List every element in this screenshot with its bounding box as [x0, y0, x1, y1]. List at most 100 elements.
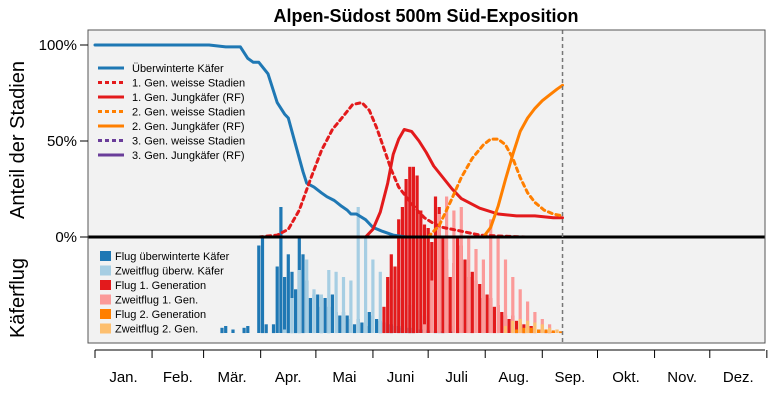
flight-bar-2-11 — [422, 224, 427, 333]
flight-bar-4-4 — [544, 329, 548, 333]
flight-bar-0-28 — [323, 298, 327, 333]
flight-bar-2-10 — [419, 210, 423, 333]
flight-bar-5-0 — [503, 326, 508, 333]
legend-bottom-label-2: Flug 1. Generation — [115, 280, 206, 292]
flight-bar-1-4 — [312, 289, 316, 334]
flight-bar-3-13 — [518, 289, 522, 334]
flight-bar-3-1 — [430, 280, 434, 333]
flight-bar-2-22 — [463, 259, 467, 333]
flight-bar-3-8 — [481, 259, 485, 333]
flight-bar-3-12 — [511, 277, 515, 333]
flight-bar-2-0 — [382, 306, 386, 334]
legend-stages: Überwinterte Käfer 1. Gen. weisse Stadien… — [98, 63, 245, 162]
flight-bar-2-20 — [456, 236, 460, 334]
flight-bar-0-61 — [450, 331, 454, 333]
flight-bar-0-6 — [242, 327, 246, 334]
legend-bottom-label-1: Zweitflug überw. Käfer — [115, 266, 224, 278]
flight-bar-2-1 — [386, 277, 390, 333]
plot-background-top — [88, 30, 765, 237]
flight-bar-4-1 — [522, 327, 526, 334]
flight-bar-3-9 — [489, 219, 493, 334]
flight-bar-1-8 — [341, 277, 346, 333]
flight-bar-0-30 — [330, 294, 334, 333]
x-tick-label-0: Jan. — [109, 369, 137, 386]
flight-bar-2-9 — [415, 175, 419, 333]
flight-bar-1-3 — [305, 259, 309, 333]
legend-top-label-6: 3. Gen. Jungkäfer (RF) — [132, 150, 245, 162]
legend-top-label-5: 3. Gen. weisse Stadien — [132, 136, 245, 148]
flight-bar-0-36 — [352, 324, 357, 334]
flight-bar-2-8 — [411, 166, 415, 334]
flight-bar-1-12 — [371, 259, 375, 333]
plot-background-bottom — [88, 237, 765, 343]
flight-bar-4-2 — [529, 327, 533, 334]
flight-bar-0-12 — [264, 324, 268, 334]
flight-bar-5-4 — [533, 322, 537, 333]
x-tick-label-2: Mär. — [218, 369, 247, 386]
y-axis: 100% 50% 0% — [39, 37, 88, 246]
flight-bar-3-0 — [422, 324, 427, 334]
flight-bar-2-3 — [393, 266, 397, 333]
flight-bar-0-38 — [360, 322, 364, 333]
flight-bar-0-34 — [345, 315, 349, 333]
legend-bottom-swatch-4 — [100, 309, 111, 319]
flight-bar-0-20 — [294, 289, 298, 334]
flight-bar-5-6 — [548, 327, 552, 334]
flight-bar-2-16 — [441, 236, 445, 334]
flight-bar-0-22 — [301, 254, 305, 334]
series-line-0 — [93, 43, 408, 239]
legend-flight: Flug überwinterte Käfer Zweitflug überw. … — [100, 251, 230, 336]
legend-bottom-swatch-0 — [100, 251, 111, 261]
series-line-3 — [426, 137, 564, 239]
flight-bar-5-3 — [526, 320, 530, 334]
flight-bar-4-6 — [559, 331, 563, 334]
flight-bar-0-10 — [257, 245, 261, 333]
flight-bar-1-0 — [283, 329, 287, 333]
flight-bar-4-0 — [514, 329, 519, 333]
legend-bottom-label-0: Flug überwinterte Käfer — [115, 251, 230, 263]
chart-title: Alpen-Südost 500m Süd-Exposition — [273, 6, 578, 26]
flight-bar-3-2 — [437, 214, 441, 333]
plot-frame — [87, 29, 766, 344]
flight-bar-3-7 — [474, 249, 478, 333]
flight-bar-2-28 — [485, 294, 489, 333]
flight-bar-0-15 — [275, 266, 279, 333]
flight-bar-4-3 — [537, 329, 541, 333]
flight-bar-1-5 — [319, 294, 323, 333]
legend-top-label-1: 1. Gen. weisse Stadien — [132, 78, 245, 90]
flight-bar-0-3 — [231, 329, 235, 333]
flight-bar-0-11 — [260, 236, 265, 334]
flight-bar-0-42 — [375, 319, 379, 333]
y-axis-label-top: Anteil der Stadien — [7, 61, 29, 219]
flight-bar-0-26 — [316, 294, 320, 333]
flight-bar-2-26 — [478, 284, 482, 333]
series-line-1 — [257, 101, 528, 239]
legend-top-label-2: 1. Gen. Jungkäfer (RF) — [132, 92, 245, 104]
legend-top-label-0: Überwinterte Käfer — [132, 63, 224, 75]
flight-bar-2-18 — [448, 277, 452, 333]
flight-bar-2-5 — [400, 207, 404, 333]
flight-bar-1-6 — [327, 270, 331, 333]
legend-top-label-3: 2. Gen. weisse Stadien — [132, 107, 245, 119]
flight-bars — [220, 166, 563, 334]
flight-bar-0-7 — [246, 326, 250, 333]
flight-bar-1-10 — [356, 207, 360, 333]
flight-bar-2-4 — [397, 219, 401, 334]
flight-bar-3-6 — [467, 236, 471, 334]
flight-bar-0-32 — [338, 315, 342, 333]
flight-bar-0-18 — [286, 254, 290, 334]
flight-bar-0-17 — [283, 277, 287, 333]
x-tick-label-10: Nov. — [667, 369, 697, 386]
flight-bar-0-40 — [367, 312, 371, 333]
flight-bar-3-5 — [459, 207, 463, 333]
flight-bar-2-2 — [389, 254, 393, 334]
flight-bar-1-11 — [364, 236, 368, 334]
x-tick-label-9: Okt. — [612, 369, 640, 386]
flight-bar-3-11 — [503, 259, 508, 333]
flight-bar-0-63 — [468, 332, 473, 333]
flight-bar-0-1 — [224, 326, 228, 333]
legend-bottom-swatch-1 — [100, 265, 111, 276]
flight-bar-5-7 — [555, 329, 559, 333]
